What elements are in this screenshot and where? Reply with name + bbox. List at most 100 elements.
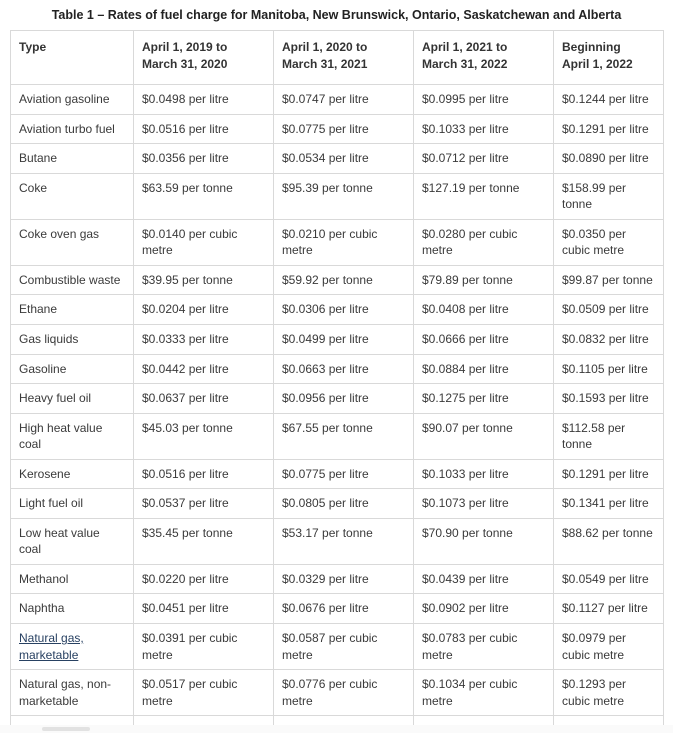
rate-cell-beginning-2022: $0.0979 per cubic metre [553,623,664,671]
rate-cell-beginning-2022: $88.62 per tonne [553,517,664,565]
rate-cell-beginning-2022: $0.1105 per litre [553,353,664,385]
fuel-type-label: Methanol [19,571,69,586]
table-row: Coke $63.59 per tonne $95.39 per tonne $… [10,172,664,220]
fuel-type-cell: Heavy fuel oil [10,383,134,414]
table-row: Aviation turbo fuel $0.0516 per litre $0… [10,113,664,145]
rate-cell-beginning-2022: $0.1293 per cubic metre [553,669,664,717]
fuel-type-label: High heat value coal [19,420,103,452]
table-row: Gasoline $0.0442 per litre $0.0663 per l… [10,353,664,385]
rate-cell-beginning-2022: $0.1291 per litre [553,113,664,145]
rate-cell-2019-2020: $0.0517 per cubic metre [133,669,274,717]
page-title: Table 1 – Rates of fuel charge for Manit… [51,8,622,22]
fuel-type-label: Naphtha [19,601,65,616]
fuel-type-label: Coke [19,180,48,195]
rate-cell-2021-2022: $0.1034 per cubic metre [413,669,554,717]
rate-cell-2019-2020: $0.0516 per litre [133,113,274,145]
fuel-type-cell: Gas liquids [10,324,134,355]
rate-cell-2020-2021: $59.92 per tonne [273,264,414,296]
column-header-type: Type [10,29,134,86]
rate-cell-beginning-2022: $0.0509 per litre [553,294,664,326]
table-row: Low heat value coal $35.45 per tonne $53… [10,517,664,565]
rate-cell-2020-2021: $0.0663 per litre [273,353,414,385]
rate-cell-2020-2021: $95.39 per tonne [273,172,414,220]
fuel-type-label: Aviation gasoline [19,92,110,107]
rate-cell-2020-2021: $0.0587 per cubic metre [273,623,414,671]
fuel-type-cell: Naphtha [10,593,134,625]
column-header-period-2020-2021: April 1, 2020 to March 31, 2021 [273,29,414,86]
fuel-type-label: Heavy fuel oil [19,391,92,406]
rate-cell-2021-2022: $0.1073 per litre [413,488,554,519]
rate-cell-2020-2021: $0.0775 per litre [273,458,414,490]
rate-cell-2020-2021: $0.0805 per litre [273,488,414,519]
table-header: Type April 1, 2019 to March 31, 2020 Apr… [10,29,664,86]
rate-cell-beginning-2022: $99.87 per tonne [553,264,664,296]
rate-cell-2021-2022: $0.0884 per litre [413,353,554,385]
table-row: Coke oven gas $0.0140 per cubic metre $0… [10,218,664,266]
rate-cell-beginning-2022: $158.99 per tonne [553,172,664,220]
horizontal-scrollbar[interactable] [0,725,673,733]
fuel-type-cell: Methanol [10,563,134,595]
rate-cell-beginning-2022: $112.58 per tonne [553,412,664,460]
fuel-type-cell: Aviation gasoline [10,84,134,115]
column-header-beginning-2022: Beginning April 1, 2022 [553,29,664,86]
table-row: Aviation gasoline $0.0498 per litre $0.0… [10,84,664,115]
rate-cell-2021-2022: $70.90 per tonne [413,517,554,565]
rate-cell-2021-2022: $127.19 per tonne [413,172,554,220]
rate-cell-2019-2020: $0.0140 per cubic metre [133,218,274,266]
fuel-type-label: Coke oven gas [19,226,100,241]
rate-cell-2021-2022: $0.0666 per litre [413,324,554,355]
rate-cell-2019-2020: $0.0333 per litre [133,324,274,355]
fuel-type-label: Natural gas, non-marketable [19,677,112,708]
table-row: Methanol $0.0220 per litre $0.0329 per l… [10,563,664,595]
table-row: Kerosene $0.0516 per litre $0.0775 per l… [10,458,664,490]
table-row: Ethane $0.0204 per litre $0.0306 per lit… [10,294,664,326]
rate-cell-beginning-2022: $0.1593 per litre [553,383,664,414]
rate-cell-2021-2022: $0.0783 per cubic metre [413,623,554,671]
rate-cell-2021-2022: $0.0439 per litre [413,563,554,595]
rate-cell-2019-2020: $0.0391 per cubic metre [133,623,274,671]
rate-cell-2019-2020: $35.45 per tonne [133,517,274,565]
fuel-type-cell: Combustible waste [10,264,134,296]
rate-cell-2019-2020: $0.0516 per litre [133,458,274,490]
rate-cell-2019-2020: $0.0220 per litre [133,563,274,595]
rate-cell-2020-2021: $53.17 per tonne [273,517,414,565]
rate-cell-2020-2021: $0.0956 per litre [273,383,414,414]
rate-cell-2021-2022: $0.0902 per litre [413,593,554,625]
rate-cell-2019-2020: $0.0637 per litre [133,383,274,414]
rate-cell-beginning-2022: $0.0890 per litre [553,143,664,174]
rate-cell-beginning-2022: $0.1291 per litre [553,458,664,490]
rate-cell-2021-2022: $0.0995 per litre [413,84,554,115]
rate-cell-2020-2021: $67.55 per tonne [273,412,414,460]
rate-cell-2020-2021: $0.0676 per litre [273,593,414,625]
rate-cell-2021-2022: $79.89 per tonne [413,264,554,296]
rate-cell-2019-2020: $0.0442 per litre [133,353,274,385]
rate-cell-2019-2020: $39.95 per tonne [133,264,274,296]
table-body: Aviation gasoline $0.0498 per litre $0.0… [10,84,664,733]
rate-cell-2021-2022: $0.0280 per cubic metre [413,218,554,266]
fuel-type-link[interactable]: Natural gas, marketable [19,631,84,662]
rate-cell-2020-2021: $0.0306 per litre [273,294,414,326]
rate-cell-2020-2021: $0.0329 per litre [273,563,414,595]
column-header-period-2021-2022: April 1, 2021 to March 31, 2022 [413,29,554,86]
rate-cell-2020-2021: $0.0499 per litre [273,324,414,355]
fuel-type-cell: Natural gas, marketable [10,623,134,671]
rate-cell-2019-2020: $45.03 per tonne [133,412,274,460]
fuel-type-label: Gasoline [19,361,67,376]
table-row: Light fuel oil $0.0537 per litre $0.0805… [10,488,664,519]
fuel-type-cell: High heat value coal [10,412,134,460]
fuel-type-cell: Gasoline [10,353,134,385]
rate-cell-2019-2020: $63.59 per tonne [133,172,274,220]
fuel-type-label: Butane [19,151,58,166]
rate-cell-2019-2020: $0.0204 per litre [133,294,274,326]
rate-cell-beginning-2022: $0.0350 per cubic metre [553,218,664,266]
fuel-type-label: Kerosene [19,466,71,481]
horizontal-scrollbar-thumb[interactable] [42,727,90,731]
rate-cell-2020-2021: $0.0775 per litre [273,113,414,145]
rate-cell-beginning-2022: $0.0549 per litre [553,563,664,595]
table-row: High heat value coal $45.03 per tonne $6… [10,412,664,460]
fuel-type-label: Gas liquids [19,332,79,347]
fuel-type-cell: Ethane [10,294,134,326]
rate-cell-2021-2022: $0.0408 per litre [413,294,554,326]
rate-cell-beginning-2022: $0.1127 per litre [553,593,664,625]
